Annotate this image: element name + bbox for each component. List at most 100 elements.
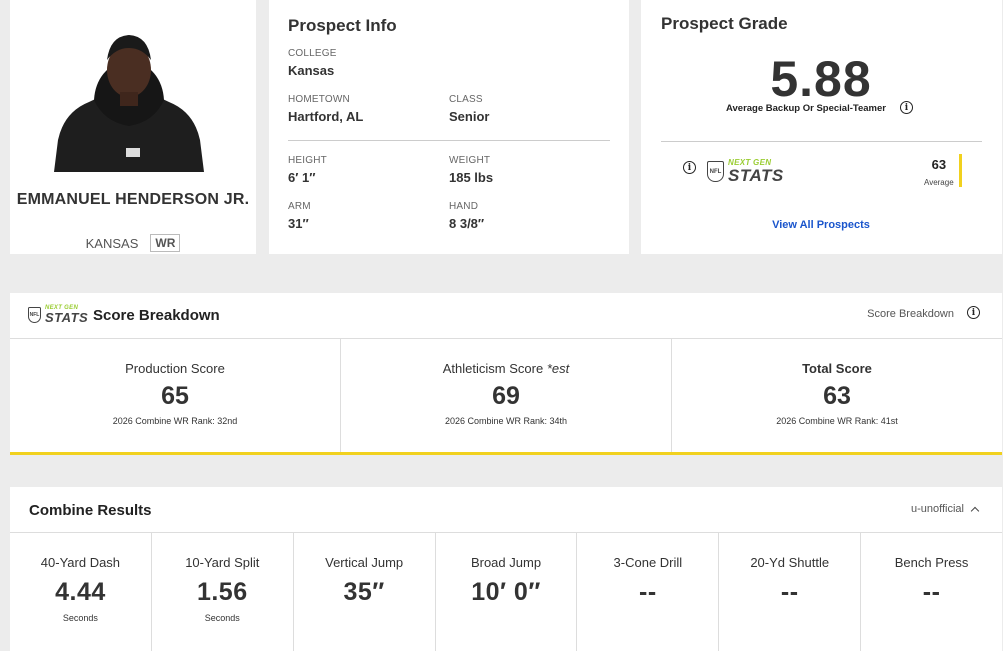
drill-value: -- xyxy=(922,578,941,606)
ngs-logo-top: NEXT GEN xyxy=(45,305,79,311)
weight-label: WEIGHT xyxy=(449,155,491,166)
weight-value: 185 lbs xyxy=(449,170,494,185)
athleticism-score-label: Athleticism Score *est xyxy=(442,361,570,376)
class-field: CLASS Senior xyxy=(449,94,489,124)
view-all-prospects-link[interactable]: View All Prospects xyxy=(772,219,870,231)
nfl-shield-icon: NFL xyxy=(28,306,41,323)
hand-field: HAND 8 3/8″ xyxy=(449,201,484,231)
ngs-score: 63 Average xyxy=(924,157,954,187)
drill-value: 10′ 0″ xyxy=(471,578,541,606)
hometown-value: Hartford, AL xyxy=(288,109,364,124)
drill-label: 3-Cone Drill xyxy=(613,555,683,570)
info-icon[interactable]: i xyxy=(683,161,696,174)
player-meta: KANSAS WR xyxy=(10,234,256,252)
drill-40-yard-dash: 40-Yard Dash 4.44 Seconds xyxy=(10,533,152,651)
drill-label: Bench Press xyxy=(894,555,969,570)
drill-label: Broad Jump xyxy=(470,555,542,570)
production-score-value: 65 xyxy=(161,382,189,410)
drill-value: 35″ xyxy=(343,578,385,606)
grade-divider xyxy=(661,141,982,142)
position-badge: WR xyxy=(150,234,181,252)
class-value: Senior xyxy=(449,109,490,124)
score-accent-bar xyxy=(10,452,1002,455)
estimate-suffix: *est xyxy=(546,361,570,376)
chevron-up-icon[interactable] xyxy=(970,506,980,515)
player-name: EMMANUEL HENDERSON JR. xyxy=(16,191,250,208)
prospect-info-card: Prospect Info COLLEGE Kansas HOMETOWN Ha… xyxy=(269,0,629,254)
drill-unit: Seconds xyxy=(204,613,240,623)
next-gen-stats-logo: NFL NEXT GEN STATS xyxy=(28,305,88,324)
ngs-logo-bottom: STATS xyxy=(45,310,89,325)
player-school: KANSAS xyxy=(85,235,139,251)
combine-results-title: Combine Results xyxy=(29,502,152,519)
arm-label: ARM xyxy=(288,201,311,212)
hand-value: 8 3/8″ xyxy=(449,216,485,231)
player-photo xyxy=(54,35,204,172)
drill-10-yard-split: 10-Yard Split 1.56 Seconds xyxy=(152,533,294,651)
drill-value: -- xyxy=(639,578,657,606)
prospect-grade-card: Prospect Grade 5.88 Average Backup Or Sp… xyxy=(641,0,1002,254)
next-gen-stats-logo: NFL NEXT GEN STATS xyxy=(707,159,784,184)
score-breakdown-title: Score Breakdown xyxy=(93,307,220,324)
grade-value: 5.88 xyxy=(770,51,872,107)
class-label: CLASS xyxy=(449,94,483,105)
drill-label: 40-Yard Dash xyxy=(40,555,121,570)
prospect-info-title: Prospect Info xyxy=(288,16,397,35)
drill-broad-jump: Broad Jump 10′ 0″ xyxy=(436,533,578,651)
player-card: EMMANUEL HENDERSON JR. KANSAS WR xyxy=(10,0,256,254)
ngs-score-value: 63 xyxy=(931,157,947,172)
college-field: COLLEGE Kansas xyxy=(288,48,337,78)
score-breakdown-header: NFL NEXT GEN STATS Score Breakdown Score… xyxy=(10,293,1002,339)
info-icon[interactable]: i xyxy=(967,306,980,319)
score-breakdown-card: NFL NEXT GEN STATS Score Breakdown Score… xyxy=(10,293,1002,455)
ngs-logo-bottom: STATS xyxy=(728,166,784,185)
athleticism-score: Athleticism Score *est 69 2026 Combine W… xyxy=(341,339,672,452)
ngs-score-label: Average xyxy=(924,178,954,187)
drill-unit: Seconds xyxy=(62,613,98,623)
weight-field: WEIGHT 185 lbs xyxy=(449,155,493,185)
height-label: HEIGHT xyxy=(288,155,327,166)
drill-20-yd-shuttle: 20-Yd Shuttle -- xyxy=(719,533,862,651)
drill-3-cone: 3-Cone Drill -- xyxy=(577,533,720,651)
ngs-logo-top: NEXT GEN xyxy=(728,158,772,167)
production-score: Production Score 65 2026 Combine WR Rank… xyxy=(10,339,341,452)
drill-bench-press: Bench Press -- xyxy=(861,533,1002,651)
grade-description: Average Backup Or Special-Teamer xyxy=(726,103,886,114)
combine-drills: 40-Yard Dash 4.44 Seconds 10-Yard Split … xyxy=(10,533,1002,651)
info-icon[interactable]: i xyxy=(900,101,913,114)
combine-toggle[interactable]: u-unofficial xyxy=(911,503,980,515)
college-label: COLLEGE xyxy=(288,48,337,59)
production-score-label: Production Score xyxy=(125,361,225,376)
total-score-label: Total Score xyxy=(802,361,872,376)
nfl-shield-icon: NFL xyxy=(707,161,724,182)
arm-value: 31″ xyxy=(288,216,309,231)
height-value: 6′ 1″ xyxy=(288,170,316,185)
combine-results-header[interactable]: Combine Results u-unofficial xyxy=(10,487,1002,533)
drill-vertical-jump: Vertical Jump 35″ xyxy=(294,533,436,651)
hometown-label: HOMETOWN xyxy=(288,94,350,105)
height-field: HEIGHT 6′ 1″ xyxy=(288,155,327,185)
drill-value: 1.56 xyxy=(196,578,248,606)
arm-field: ARM 31″ xyxy=(288,201,311,231)
college-value: Kansas xyxy=(288,63,335,78)
athleticism-score-rank: 2026 Combine WR Rank: 34th xyxy=(444,416,568,426)
total-score-value: 63 xyxy=(823,382,851,410)
combine-results-card: Combine Results u-unofficial 40-Yard Das… xyxy=(10,487,1002,651)
info-divider xyxy=(288,140,610,141)
drill-label: Vertical Jump xyxy=(325,555,404,570)
total-score-rank: 2026 Combine WR Rank: 41st xyxy=(776,416,898,426)
drill-label: 10-Yard Split xyxy=(185,555,260,570)
score-columns: Production Score 65 2026 Combine WR Rank… xyxy=(10,339,1002,452)
prospect-grade-title: Prospect Grade xyxy=(661,14,788,33)
hometown-field: HOMETOWN Hartford, AL xyxy=(288,94,363,124)
unofficial-note: u-unofficial xyxy=(911,503,964,515)
drill-label: 20-Yd Shuttle xyxy=(750,555,830,570)
drill-value: 4.44 xyxy=(55,578,106,606)
total-score: Total Score 63 2026 Combine WR Rank: 41s… xyxy=(672,339,1002,452)
ngs-score-bar xyxy=(959,154,962,187)
athleticism-score-value: 69 xyxy=(492,382,520,410)
production-score-rank: 2026 Combine WR Rank: 32nd xyxy=(112,416,238,426)
score-breakdown-header-label: Score Breakdown xyxy=(867,308,954,320)
hand-label: HAND xyxy=(449,201,479,212)
drill-value: -- xyxy=(780,578,799,606)
